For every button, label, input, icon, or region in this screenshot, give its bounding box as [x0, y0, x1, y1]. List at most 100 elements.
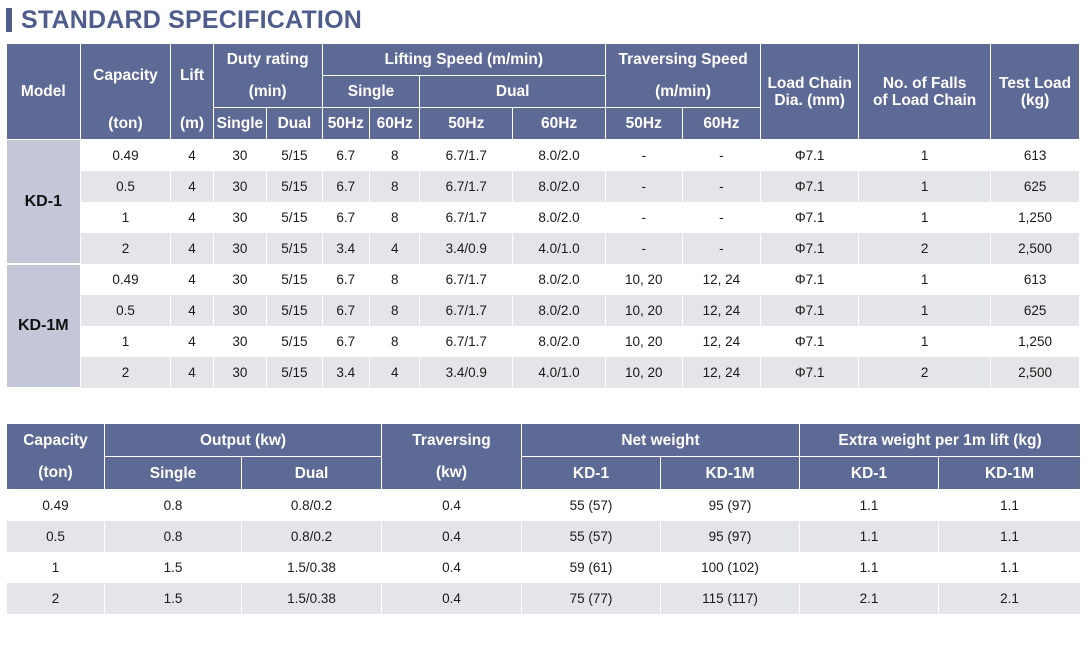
duty-dual-cell: 5/15 — [266, 233, 323, 264]
output-single-cell: 1.5 — [104, 583, 242, 614]
duty-single-cell: 30 — [212, 264, 268, 295]
lift-single-50hz-cell: 6.7 — [321, 202, 370, 233]
header-capacity: Capacity — [79, 43, 172, 108]
test-load-cell: 613 — [990, 139, 1080, 171]
net-weight-kd1m-cell: 95 (97) — [660, 521, 800, 552]
lift-single-60hz-cell: 8 — [368, 202, 421, 233]
chain-dia-cell: Φ7.1 — [760, 233, 860, 264]
header-capacity-unit: (ton) — [79, 107, 172, 140]
extra-weight-kd1-cell: 2.1 — [799, 583, 939, 614]
capacity-cell: 0.49 — [6, 489, 105, 521]
table-row: 2 4 30 5/15 3.4 4 3.4/0.9 4.0/1.0- - Φ7.1 2 2,500 — [7, 233, 1080, 264]
header2-traversing-unit: (kw) — [381, 456, 522, 490]
capacity-cell: 0.5 — [79, 171, 172, 202]
falls-cell: 1 — [858, 139, 992, 171]
header-traversing-unit: (m/min) — [604, 75, 762, 108]
output-single-cell: 1.5 — [104, 552, 242, 583]
lift-dual-60hz-cell: 8.0/2.0 — [512, 171, 606, 202]
lift-single-60hz-cell: 4 — [368, 357, 421, 388]
duty-single-cell: 30 — [212, 295, 268, 326]
lift-single-50hz-cell: 6.7 — [321, 139, 370, 171]
header-duty-dual: Dual — [266, 107, 323, 140]
traversing-cell: 0.4 — [381, 521, 522, 552]
lift-single-60hz-cell: 8 — [368, 326, 421, 357]
header-test-load-line1: Test Load — [999, 74, 1072, 92]
lift-cell: 4 — [170, 326, 214, 357]
capacity-cell: 0.5 — [6, 521, 105, 552]
output-dual-cell: 1.5/0.38 — [241, 552, 382, 583]
lift-cell: 4 — [170, 171, 214, 202]
table-row: 1 1.5 1.5/0.38 0.4 59 (61) 100 (102) 1.1 1.1 — [6, 552, 1082, 583]
lift-dual-50hz-cell: 6.7/1.7 — [419, 264, 514, 295]
duty-dual-cell: 5/15 — [266, 326, 323, 357]
lift-dual-50hz-cell: 6.7/1.7 — [419, 139, 514, 171]
output-single-cell: 0.8 — [104, 521, 242, 552]
lift-single-50hz-cell: 6.7 — [321, 264, 370, 295]
output-table-body: 0.49 0.8 0.8/0.2 0.4 55 (57) 95 (97) 1.1 1.1 0.5… — [6, 489, 1082, 614]
lift-dual-50hz-cell: 6.7/1.7 — [419, 202, 514, 233]
table-row: 0.5 0.8 0.8/0.2 0.4 55 (57) 95 (97) 1.1 1.1 — [6, 521, 1082, 552]
duty-single-cell: 30 — [212, 233, 268, 264]
header-duty-single: Single — [212, 107, 268, 140]
test-load-cell: 2,500 — [990, 233, 1080, 264]
test-load-cell: 1,250 — [990, 326, 1080, 357]
lift-dual-60hz-cell: 4.0/1.0 — [512, 233, 606, 264]
capacity-cell: 0.49 — [79, 139, 172, 171]
header-traversing-speed: Traversing Speed — [604, 43, 762, 76]
capacity-cell: 1 — [6, 552, 105, 583]
header-lifting-single: Single — [321, 75, 421, 108]
duty-dual-cell: 5/15 — [266, 295, 323, 326]
spec-table-body: KD-1 0.49 4 30 5/15 6.7 8 6.7/1.7 8.0/2.0- - Φ7.1 1… — [6, 139, 1080, 389]
table-row: 0.49 0.8 0.8/0.2 0.4 55 (57) 95 (97) 1.1 1.1 — [6, 489, 1082, 521]
trav-50hz-cell: 10, 20 — [604, 326, 683, 357]
trav-60hz-cell: - — [681, 233, 762, 264]
lift-dual-60hz-cell: 4.0/1.0 — [512, 357, 606, 388]
trav-60hz-cell: - — [681, 202, 762, 233]
table-row: KD-1M 0.49 4 30 5/15 6.7 8 6.7/1.7 8.0/2.0 10, 20… — [6, 264, 1080, 389]
lift-dual-60hz-cell: 8.0/2.0 — [512, 139, 606, 171]
trav-60hz-cell: 12, 24 — [681, 295, 762, 326]
trav-60hz-cell: 12, 24 — [681, 326, 762, 357]
header-lift: Lift — [170, 43, 214, 108]
traversing-cell: 0.4 — [381, 489, 522, 521]
traversing-cell: 0.4 — [381, 552, 522, 583]
output-dual-cell: 1.5/0.38 — [241, 583, 382, 614]
extra-weight-kd1m-cell: 1.1 — [937, 552, 1082, 583]
test-load-cell: 613 — [990, 264, 1080, 295]
trav-50hz-cell: - — [604, 171, 683, 202]
table-row: 1 4 30 5/15 6.7 8 6.7/1.7 8.0/2.0 10, 20 12, 24 Φ7… — [7, 326, 1080, 357]
net-weight-kd1m-cell: 100 (102) — [660, 552, 800, 583]
net-weight-kd1m-cell: 115 (117) — [660, 583, 800, 614]
lift-single-60hz-cell: 8 — [368, 264, 421, 295]
header2-extra-weight-kd1: KD-1 — [799, 456, 939, 490]
spec-table-header: Model Capacity Lift Duty rating Lifting … — [6, 43, 1080, 140]
header-model: Model — [6, 43, 81, 140]
trav-60hz-cell: - — [681, 171, 762, 202]
duty-single-cell: 30 — [212, 357, 268, 388]
lift-cell: 4 — [170, 233, 214, 264]
header-load-chain-dia-line1: Load Chain — [767, 74, 852, 92]
extra-weight-kd1m-cell: 1.1 — [937, 521, 1082, 552]
falls-cell: 1 — [858, 202, 992, 233]
capacity-cell: 2 — [79, 233, 172, 264]
header2-extra-weight: Extra weight per 1m lift (kg) — [798, 423, 1082, 457]
duty-single-cell: 30 — [212, 202, 268, 233]
duty-dual-cell: 5/15 — [266, 202, 323, 233]
header2-output-single: Single — [104, 456, 242, 490]
lift-single-60hz-cell: 8 — [368, 139, 421, 171]
lift-dual-50hz-cell: 6.7/1.7 — [419, 171, 514, 202]
test-load-cell: 625 — [990, 171, 1080, 202]
trav-60hz-cell: 12, 24 — [681, 264, 762, 295]
header-trav-60hz: 60Hz — [681, 107, 762, 140]
capacity-cell: 1 — [79, 202, 172, 233]
table-row: 2 1.5 1.5/0.38 0.4 75 (77) 115 (117) 2.1 2.1 — [6, 583, 1082, 614]
header-duty-rating: Duty rating — [212, 43, 323, 76]
trav-50hz-cell: - — [604, 202, 683, 233]
capacity-cell: 0.49 — [79, 264, 172, 295]
lift-single-50hz-cell: 3.4 — [321, 357, 370, 388]
capacity-cell: 2 — [6, 583, 105, 614]
duty-dual-cell: 5/15 — [266, 171, 323, 202]
header-falls-line1: No. of Falls — [882, 74, 967, 92]
extra-weight-kd1-cell: 1.1 — [799, 552, 939, 583]
falls-cell: 1 — [858, 326, 992, 357]
